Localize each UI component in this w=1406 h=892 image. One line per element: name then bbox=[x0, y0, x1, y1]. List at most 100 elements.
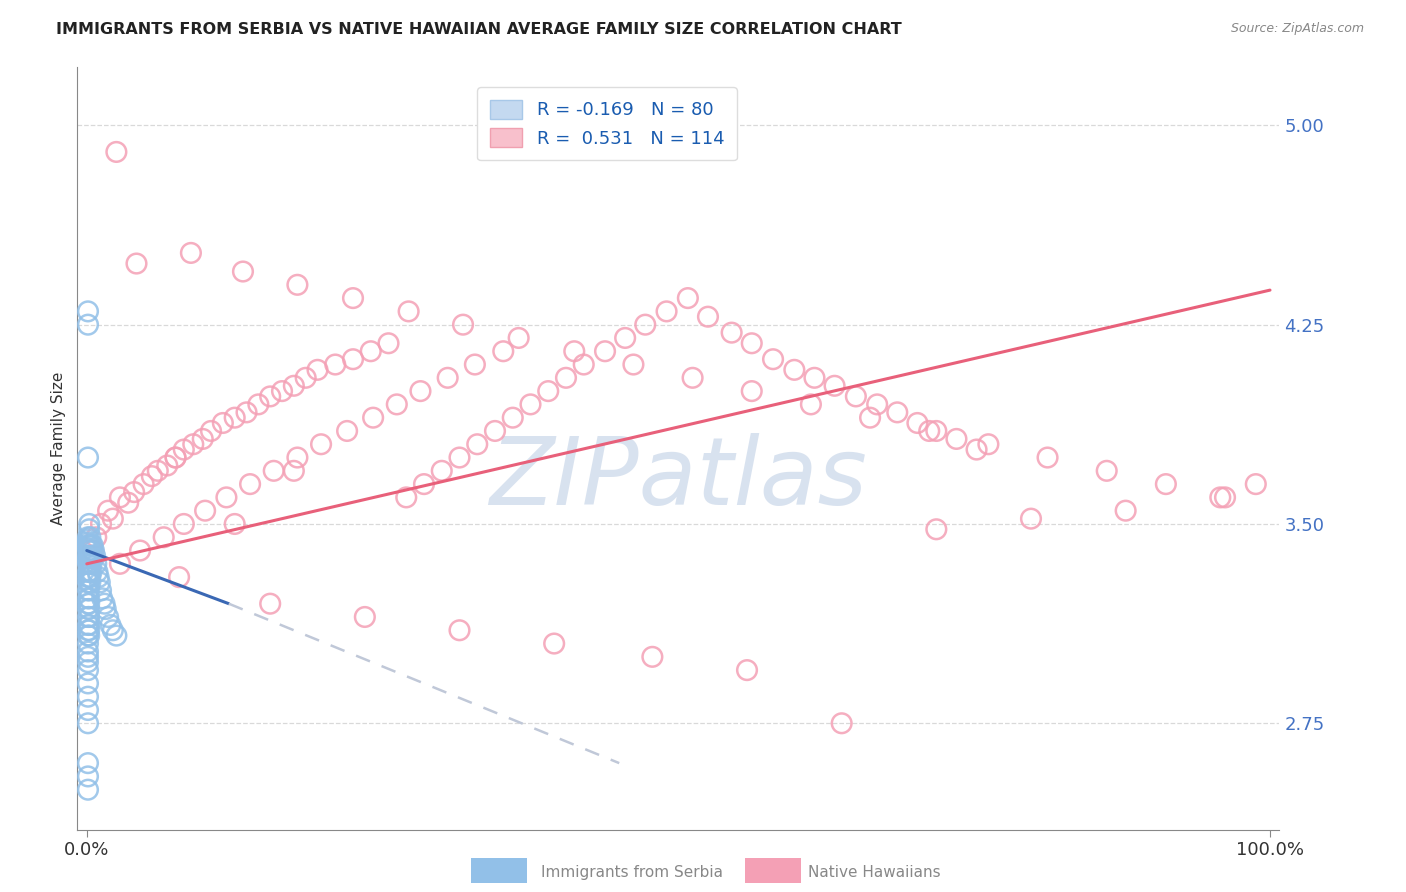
Point bbox=[77, 602, 100, 616]
Point bbox=[80, 538, 103, 552]
Point bbox=[87, 570, 110, 584]
Point bbox=[79, 557, 101, 571]
Point bbox=[783, 363, 806, 377]
Point bbox=[449, 450, 471, 465]
Point bbox=[800, 397, 823, 411]
Point bbox=[77, 644, 100, 658]
Point bbox=[966, 442, 988, 457]
Point bbox=[82, 538, 104, 552]
Point bbox=[409, 384, 432, 398]
Point bbox=[676, 291, 699, 305]
Text: Source: ZipAtlas.com: Source: ZipAtlas.com bbox=[1230, 22, 1364, 36]
Point bbox=[945, 432, 967, 446]
Point bbox=[395, 491, 418, 505]
Point bbox=[465, 437, 488, 451]
Point bbox=[1115, 504, 1137, 518]
Point bbox=[283, 464, 305, 478]
Point bbox=[79, 549, 101, 563]
Point bbox=[91, 591, 114, 606]
Text: Immigrants from Serbia: Immigrants from Serbia bbox=[541, 865, 723, 880]
Point bbox=[173, 442, 195, 457]
Point bbox=[235, 405, 257, 419]
Point bbox=[79, 565, 101, 579]
Point bbox=[77, 624, 100, 638]
Point bbox=[283, 378, 305, 392]
Point bbox=[77, 663, 100, 677]
Point bbox=[77, 583, 100, 598]
Point bbox=[129, 543, 152, 558]
Point bbox=[165, 450, 187, 465]
Point bbox=[449, 624, 471, 638]
Point bbox=[977, 437, 1000, 451]
Point bbox=[634, 318, 657, 332]
Point bbox=[77, 570, 100, 584]
Point bbox=[82, 543, 104, 558]
Point bbox=[77, 676, 100, 690]
Point bbox=[173, 516, 195, 531]
Point bbox=[77, 624, 100, 638]
Point bbox=[77, 602, 100, 616]
Point bbox=[125, 256, 148, 270]
Point bbox=[156, 458, 179, 473]
Point bbox=[80, 565, 103, 579]
Point bbox=[1095, 464, 1118, 478]
Point bbox=[77, 557, 100, 571]
Point bbox=[146, 464, 169, 478]
Point bbox=[555, 371, 578, 385]
Y-axis label: Average Family Size: Average Family Size bbox=[51, 372, 66, 524]
Point bbox=[361, 410, 384, 425]
Point bbox=[77, 318, 100, 332]
Point bbox=[93, 597, 115, 611]
Point bbox=[824, 378, 846, 392]
Text: Native Hawaiians: Native Hawaiians bbox=[808, 865, 941, 880]
Point bbox=[105, 629, 128, 643]
Point bbox=[342, 352, 364, 367]
Point bbox=[97, 610, 120, 624]
Point bbox=[77, 549, 100, 563]
Point bbox=[132, 477, 155, 491]
Point bbox=[682, 371, 704, 385]
Point bbox=[741, 384, 763, 398]
Point bbox=[436, 371, 458, 385]
Point bbox=[77, 549, 100, 563]
Point bbox=[866, 397, 889, 411]
Point bbox=[79, 543, 101, 558]
Point bbox=[89, 575, 111, 590]
Point bbox=[212, 416, 235, 430]
Point bbox=[167, 570, 190, 584]
Point bbox=[385, 397, 408, 411]
Point bbox=[1154, 477, 1177, 491]
Point bbox=[77, 450, 100, 465]
Point bbox=[720, 326, 742, 340]
Point bbox=[1019, 511, 1042, 525]
Point bbox=[108, 491, 131, 505]
Point bbox=[886, 405, 908, 419]
Point bbox=[77, 655, 100, 669]
Point bbox=[519, 397, 541, 411]
Point bbox=[100, 618, 122, 632]
Point bbox=[79, 575, 101, 590]
Point bbox=[77, 716, 100, 731]
Point bbox=[77, 610, 100, 624]
Point bbox=[1213, 491, 1236, 505]
Point bbox=[77, 629, 100, 643]
Point bbox=[77, 541, 100, 555]
Point bbox=[239, 477, 262, 491]
Point bbox=[77, 703, 100, 717]
Point bbox=[108, 557, 131, 571]
Point bbox=[623, 358, 645, 372]
Point bbox=[77, 618, 100, 632]
Legend: R = -0.169   N = 80, R =  0.531   N = 114: R = -0.169 N = 80, R = 0.531 N = 114 bbox=[477, 87, 737, 161]
Point bbox=[77, 575, 100, 590]
Point bbox=[287, 450, 309, 465]
Point bbox=[90, 583, 112, 598]
Point bbox=[101, 624, 124, 638]
Point bbox=[77, 533, 100, 547]
Point bbox=[77, 570, 100, 584]
Point bbox=[360, 344, 382, 359]
Point bbox=[1036, 450, 1059, 465]
Point bbox=[398, 304, 420, 318]
Point bbox=[77, 690, 100, 704]
Point bbox=[859, 410, 882, 425]
Point bbox=[918, 424, 941, 438]
